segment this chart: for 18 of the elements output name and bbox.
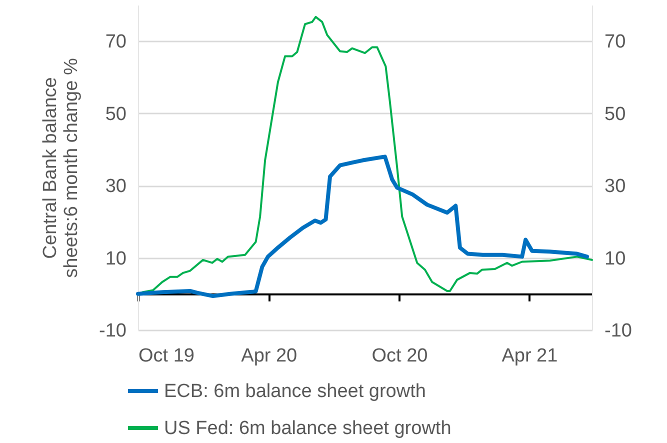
y2-tick-label: 50: [604, 104, 626, 125]
y-tick-label: 50: [105, 104, 126, 125]
line-series: [136, 154, 590, 298]
legend-label: ECB: 6m balance sheet growth: [164, 381, 426, 402]
x-tick-label: Apr 21: [502, 346, 558, 366]
y-tick-label: 30: [105, 176, 126, 198]
x-tick-label: Oct 20: [372, 346, 428, 366]
y-tick-label: 70: [105, 32, 126, 53]
y-axis-title: Central Bank balance sheets:6 month change %: [40, 58, 82, 278]
y2-tick-label: 30: [604, 176, 626, 198]
legend-label: US Fed: 6m balance sheet growth: [164, 418, 452, 439]
y2-tick-label: -10: [604, 320, 632, 342]
y2-tick-label: 70: [604, 32, 626, 53]
y-tick-label: 10: [105, 248, 126, 270]
x-tick-label: Oct 19: [138, 346, 194, 366]
x-tick-label: Apr 20: [241, 346, 298, 366]
y2-tick-label: 10: [604, 248, 626, 270]
y-tick-label: -10: [99, 320, 126, 342]
